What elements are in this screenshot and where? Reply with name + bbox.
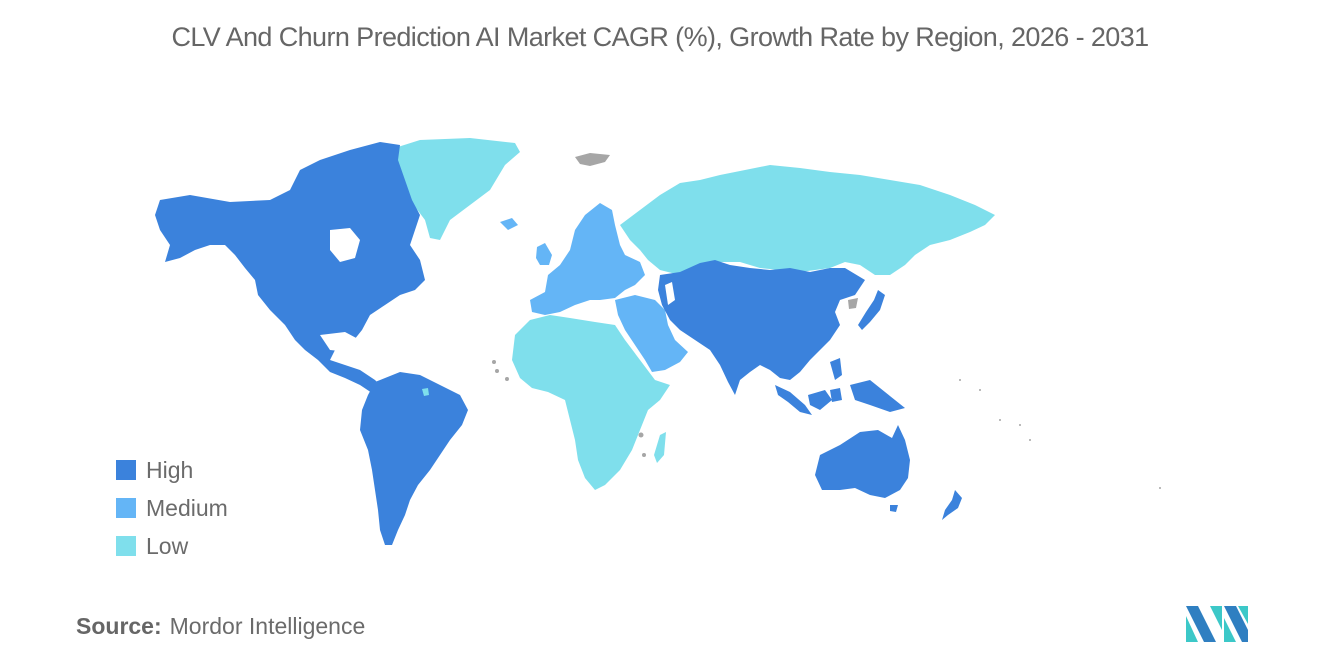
legend-label-low: Low: [146, 532, 189, 559]
legend-item-medium: Medium: [116, 489, 228, 527]
chart-title: CLV And Churn Prediction AI Market CAGR …: [171, 22, 1149, 52]
legend-label-high: High: [146, 456, 194, 483]
mordor-intelligence-logo-icon: [1186, 606, 1248, 642]
region-southeast-asia: [775, 358, 905, 415]
region-south-america: [360, 372, 468, 545]
legend-swatch-low: [116, 536, 136, 556]
region-greenland: [382, 138, 520, 240]
region-uk: [536, 243, 552, 265]
legend-swatch-high: [116, 460, 136, 480]
source-attribution: Source: Mordor Intelligence: [76, 613, 365, 640]
source-value: Mordor Intelligence: [169, 613, 366, 639]
legend-swatch-medium: [116, 498, 136, 518]
region-north-america: [155, 142, 425, 395]
legend-item-low: Low: [116, 527, 228, 565]
map-legend: High Medium Low: [116, 451, 228, 565]
source-label: Source:: [76, 613, 162, 639]
region-japan: [858, 290, 885, 330]
region-europe: [530, 203, 645, 315]
region-asia: [658, 260, 865, 395]
region-australia: [815, 425, 910, 498]
region-africa: [512, 315, 670, 490]
region-new-zealand: [942, 490, 962, 520]
legend-label-medium: Medium: [146, 494, 228, 521]
region-svalbard: [575, 153, 610, 166]
region-iceland: [500, 218, 518, 230]
region-middle-east: [615, 295, 688, 372]
region-north-korea: [848, 298, 858, 309]
region-small-islands: [492, 360, 1161, 489]
legend-item-high: High: [116, 451, 228, 489]
region-madagascar: [654, 432, 666, 463]
region-russia: [620, 165, 995, 275]
region-tasmania: [890, 505, 898, 512]
region-french-guiana: [422, 388, 429, 396]
